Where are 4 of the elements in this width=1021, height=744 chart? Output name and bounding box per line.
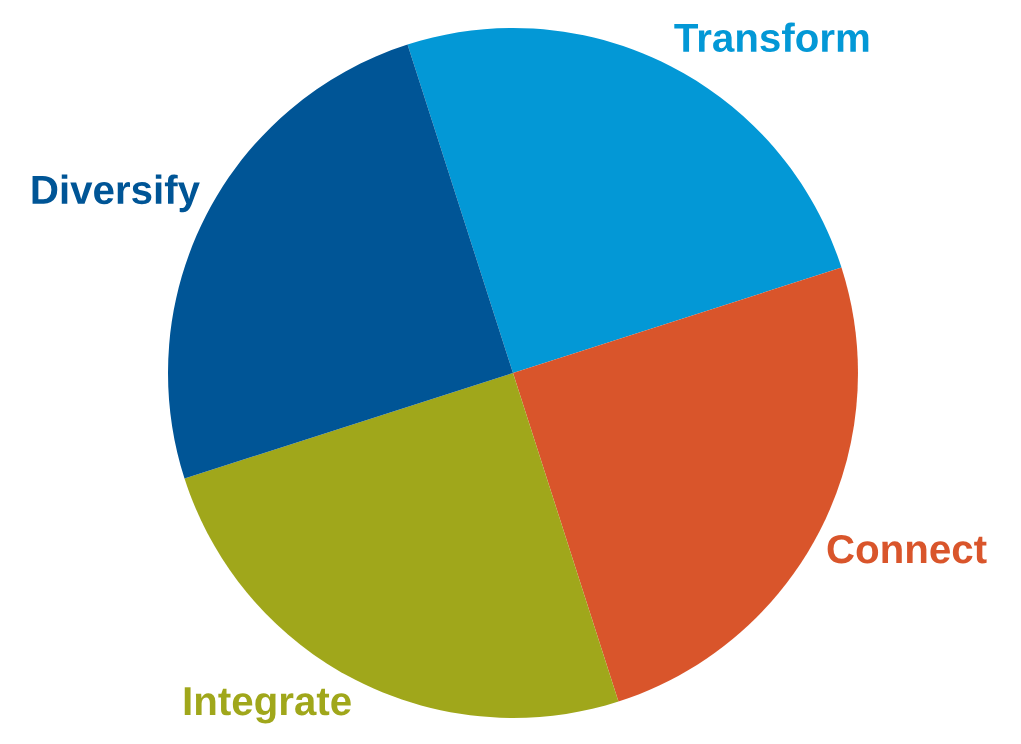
slice-label: Integrate bbox=[184, 687, 351, 724]
slice-label: Connect bbox=[827, 534, 987, 564]
slice-label: Diversify bbox=[32, 174, 200, 213]
slice-label: Transform bbox=[674, 22, 869, 53]
